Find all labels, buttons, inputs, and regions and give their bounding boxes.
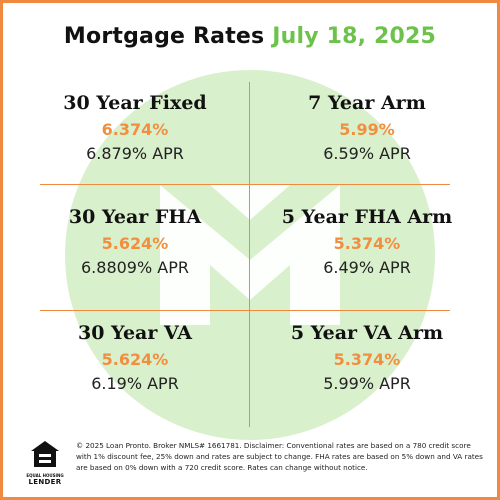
page-title: Mortgage Rates July 18, 2025 <box>0 24 500 49</box>
rate-card-name: 30 Year VA <box>78 322 192 344</box>
rate-card-apr: 6.879% APR <box>86 144 184 163</box>
rate-card-name: 5 Year FHA Arm <box>281 206 453 228</box>
rate-card-rate: 5.99% <box>339 120 395 139</box>
rate-card-7-year-arm: 7 Year Arm 5.99% 6.59% APR <box>262 92 472 163</box>
rate-card-5-year-fha-arm: 5 Year FHA Arm 5.374% 6.49% APR <box>262 206 472 277</box>
title-date: July 18, 2025 <box>272 24 437 49</box>
brand-logo-watermark <box>65 70 435 440</box>
rate-card-30-year-va: 30 Year VA 5.624% 6.19% APR <box>30 322 240 393</box>
rate-card-rate: 6.374% <box>101 120 169 139</box>
grid-divider-horizontal <box>40 310 450 311</box>
rate-card-apr: 6.49% APR <box>323 258 411 277</box>
rate-card-name: 30 Year Fixed <box>63 92 207 114</box>
rate-card-rate: 5.374% <box>333 234 401 253</box>
rate-card-apr: 6.8809% APR <box>81 258 189 277</box>
rate-card-rate: 5.374% <box>333 350 401 369</box>
rate-card-apr: 6.59% APR <box>323 144 411 163</box>
equal-housing-lender-logo: EQUAL HOUSING LENDER <box>26 440 64 486</box>
rate-card-apr: 5.99% APR <box>323 374 411 393</box>
rate-card-apr: 6.19% APR <box>91 374 179 393</box>
grid-divider-horizontal <box>40 184 450 185</box>
disclaimer-text: © 2025 Loan Pronto. Broker NMLS# 1661781… <box>76 441 483 472</box>
rate-card-30-year-fixed: 30 Year Fixed 6.374% 6.879% APR <box>30 92 240 163</box>
rate-card-name: 7 Year Arm <box>308 92 426 114</box>
rate-card-5-year-va-arm: 5 Year VA Arm 5.374% 5.99% APR <box>262 322 472 393</box>
rate-card-name: 5 Year VA Arm <box>290 322 444 344</box>
rate-card-30-year-fha: 30 Year FHA 5.624% 6.8809% APR <box>30 206 240 277</box>
rate-card-rate: 5.624% <box>101 350 169 369</box>
grid-divider-vertical <box>249 82 250 427</box>
title-text: Mortgage Rates <box>63 24 265 49</box>
equal-housing-lender-text: LENDER <box>28 478 62 486</box>
equal-housing-icon <box>31 441 59 467</box>
rate-card-name: 30 Year FHA <box>68 206 202 228</box>
equal-housing-caption: EQUAL HOUSING <box>26 473 64 478</box>
rate-card-rate: 5.624% <box>101 234 169 253</box>
